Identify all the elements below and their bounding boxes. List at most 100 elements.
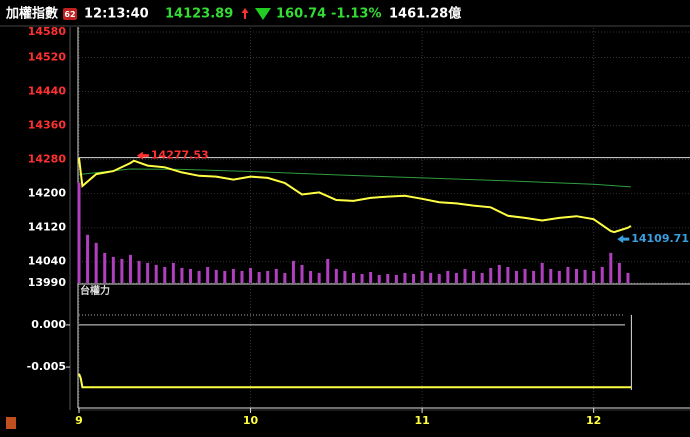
- header: 加權指數 62 12:13:40 14123.89 160.74 -1.13% …: [5, 6, 461, 22]
- price: 14123.89: [165, 7, 233, 22]
- y-tick-label: 13990: [28, 276, 67, 289]
- volume-bar: [326, 258, 330, 283]
- volume-bar: [506, 266, 510, 283]
- y-tick-label: -0.005: [27, 360, 66, 373]
- x-tick-label: 10: [243, 414, 259, 427]
- volume-bar: [128, 254, 132, 283]
- volume-bar: [437, 273, 441, 283]
- volume-bar: [566, 266, 570, 283]
- volume-bar: [249, 267, 253, 283]
- volume-bar: [103, 252, 107, 283]
- y-tick-label: 14120: [28, 221, 67, 234]
- corner-icon: [6, 417, 16, 429]
- annotation-arrow: [617, 235, 630, 244]
- lower-panel-title: 台權力: [80, 284, 110, 297]
- volume-bar: [626, 272, 630, 283]
- volume-bar: [489, 267, 493, 283]
- volume-bar: [514, 270, 518, 283]
- volume-bar: [283, 272, 287, 283]
- volume-bar: [403, 272, 407, 283]
- volume-bar: [171, 262, 175, 283]
- volume-bar: [446, 270, 450, 283]
- annotation-arrow: [136, 151, 149, 160]
- y-tick-label: 0.000: [31, 318, 66, 331]
- index-name: 加權指數: [5, 6, 58, 22]
- volume-bar: [574, 268, 578, 283]
- x-tick-label: 9: [75, 414, 83, 427]
- volume-bar: [617, 262, 621, 283]
- volume-bar: [429, 272, 433, 283]
- volume-bar: [412, 273, 416, 283]
- volume-bar: [600, 266, 604, 283]
- volume-bar: [291, 260, 295, 283]
- y-tick-label: 14580: [28, 25, 67, 38]
- change-percent: -1.13%: [331, 7, 382, 22]
- volume-bar: [454, 272, 458, 283]
- change: 160.74: [276, 7, 326, 22]
- volume-bar: [360, 273, 364, 283]
- volume-bar: [257, 271, 261, 283]
- annotation-label: 14277.53: [151, 149, 209, 162]
- y-tick-label: 14040: [28, 255, 67, 268]
- volume-bar: [111, 256, 115, 283]
- volume-bar: [497, 264, 501, 283]
- volume-bar: [163, 266, 167, 283]
- y-tick-label: 14200: [28, 187, 67, 200]
- volume-bar: [223, 270, 227, 283]
- volume-bar: [334, 268, 338, 283]
- volume-bar: [523, 268, 527, 283]
- volume-bar: [206, 266, 210, 283]
- volume-bar: [266, 270, 270, 283]
- volume-bar: [557, 270, 561, 283]
- series-line: [78, 373, 632, 389]
- volume-bar: [343, 270, 347, 283]
- volume-bar: [120, 258, 124, 283]
- volume-bar: [86, 234, 90, 283]
- volume-bar: [240, 270, 244, 283]
- volume-bar: [180, 267, 184, 283]
- volume-bar: [137, 260, 141, 283]
- volume-bar: [154, 264, 158, 283]
- volume-bar: [146, 262, 150, 283]
- volume-bar: [583, 269, 587, 283]
- volume-bar: [197, 270, 201, 283]
- volume-bar: [369, 271, 373, 283]
- volume-bar: [420, 270, 424, 283]
- y-tick-label: 14280: [28, 153, 67, 166]
- turnover: 1461.28億: [389, 6, 461, 22]
- volume-bar: [480, 272, 484, 283]
- down-triangle-icon: [255, 8, 271, 20]
- volume-bar: [549, 268, 553, 283]
- volume-bar: [189, 268, 193, 283]
- volume-bar: [317, 272, 321, 283]
- x-tick-label: 12: [586, 414, 601, 427]
- volume-bar: [231, 268, 235, 283]
- volume-bar: [377, 274, 381, 283]
- y-tick-label: 14440: [28, 85, 67, 98]
- volume-bar: [463, 268, 467, 283]
- time: 12:13:40: [84, 7, 149, 22]
- y-tick-label: 14360: [28, 119, 67, 132]
- volume-bar: [214, 269, 218, 283]
- volume-bar: [274, 268, 278, 283]
- volume-bar: [351, 272, 355, 283]
- volume-bar: [300, 264, 304, 283]
- volume-bar: [94, 242, 98, 283]
- volume-bar: [394, 274, 398, 283]
- annotation-label: 14109.71: [631, 232, 689, 245]
- volume-bar: [386, 273, 390, 283]
- badge: 62: [64, 10, 75, 19]
- volume-bar: [540, 262, 544, 283]
- volume-bar: [472, 270, 476, 283]
- series-line: [78, 157, 632, 234]
- badge-bg: [63, 8, 77, 20]
- volume-bar: [77, 182, 81, 283]
- volume-bar: [532, 270, 536, 283]
- volume-bar: [309, 270, 313, 283]
- volume-bar: [592, 270, 596, 283]
- series-line: [78, 168, 631, 188]
- volume-bar: [609, 252, 613, 283]
- y-tick-label: 14520: [28, 51, 67, 64]
